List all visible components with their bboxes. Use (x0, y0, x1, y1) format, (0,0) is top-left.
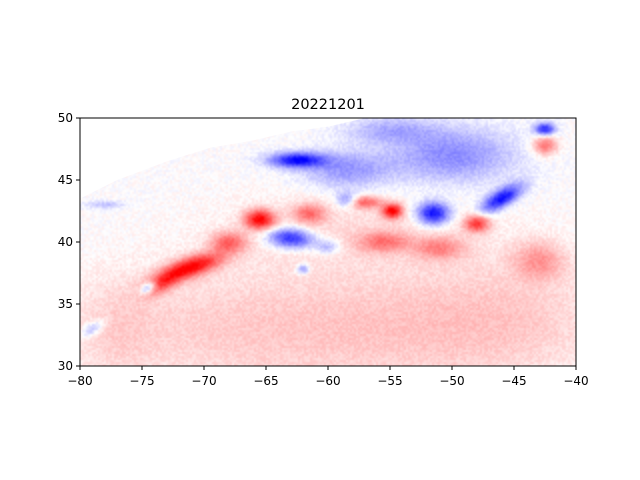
x-tick-label: −80 (67, 374, 92, 388)
land-mask-layer (80, 118, 366, 199)
y-tick-label: 30 (58, 359, 73, 373)
x-tick-label: −60 (315, 374, 340, 388)
x-tick-label: −40 (563, 374, 588, 388)
x-axis: −80 −75 −70 −65 −60 −55 −50 −45 −40 (67, 366, 589, 388)
y-tick-label: 35 (58, 297, 73, 311)
land-mask (80, 118, 366, 199)
chart-title: 20221201 (291, 97, 365, 113)
x-tick-label: −70 (191, 374, 216, 388)
x-tick-label: −65 (253, 374, 278, 388)
plot-area (80, 118, 576, 366)
y-tick-label: 45 (58, 173, 73, 187)
y-axis: 30 35 40 45 50 (58, 111, 80, 373)
x-tick-label: −75 (129, 374, 154, 388)
y-tick-label: 40 (58, 235, 73, 249)
x-tick-label: −50 (439, 374, 464, 388)
y-tick-label: 50 (58, 111, 73, 125)
x-tick-label: −55 (377, 374, 402, 388)
x-tick-label: −45 (501, 374, 526, 388)
